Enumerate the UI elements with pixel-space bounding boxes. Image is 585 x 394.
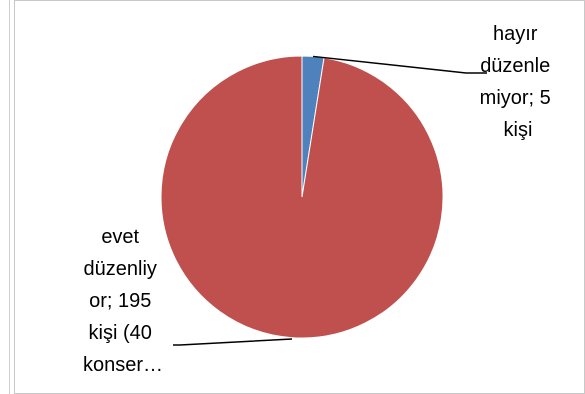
slice-label-line: konser… bbox=[83, 354, 163, 376]
slice-label-hayir: hayır düzenle miyor; 5 kişi bbox=[480, 23, 557, 141]
slice-label-line: kişi bbox=[504, 119, 533, 141]
slice-label-line: miyor; 5 bbox=[480, 87, 551, 109]
slice-label-line: düzenliy bbox=[84, 258, 157, 280]
adjacent-panel-edge bbox=[0, 0, 10, 394]
pie-slice-1 bbox=[160, 55, 444, 339]
slice-label-line: düzenle bbox=[480, 55, 550, 77]
leader-line-hayir bbox=[312, 55, 487, 74]
slice-label-evet: evet düzenliy or; 195 kişi (40 konser… bbox=[83, 226, 163, 376]
leader-line-evet bbox=[173, 338, 293, 346]
slice-label-line: kişi (40 bbox=[89, 322, 152, 344]
slice-label-line: or; 195 bbox=[89, 290, 151, 312]
slice-label-line: evet bbox=[101, 226, 139, 248]
slice-label-line: hayır bbox=[493, 23, 538, 45]
